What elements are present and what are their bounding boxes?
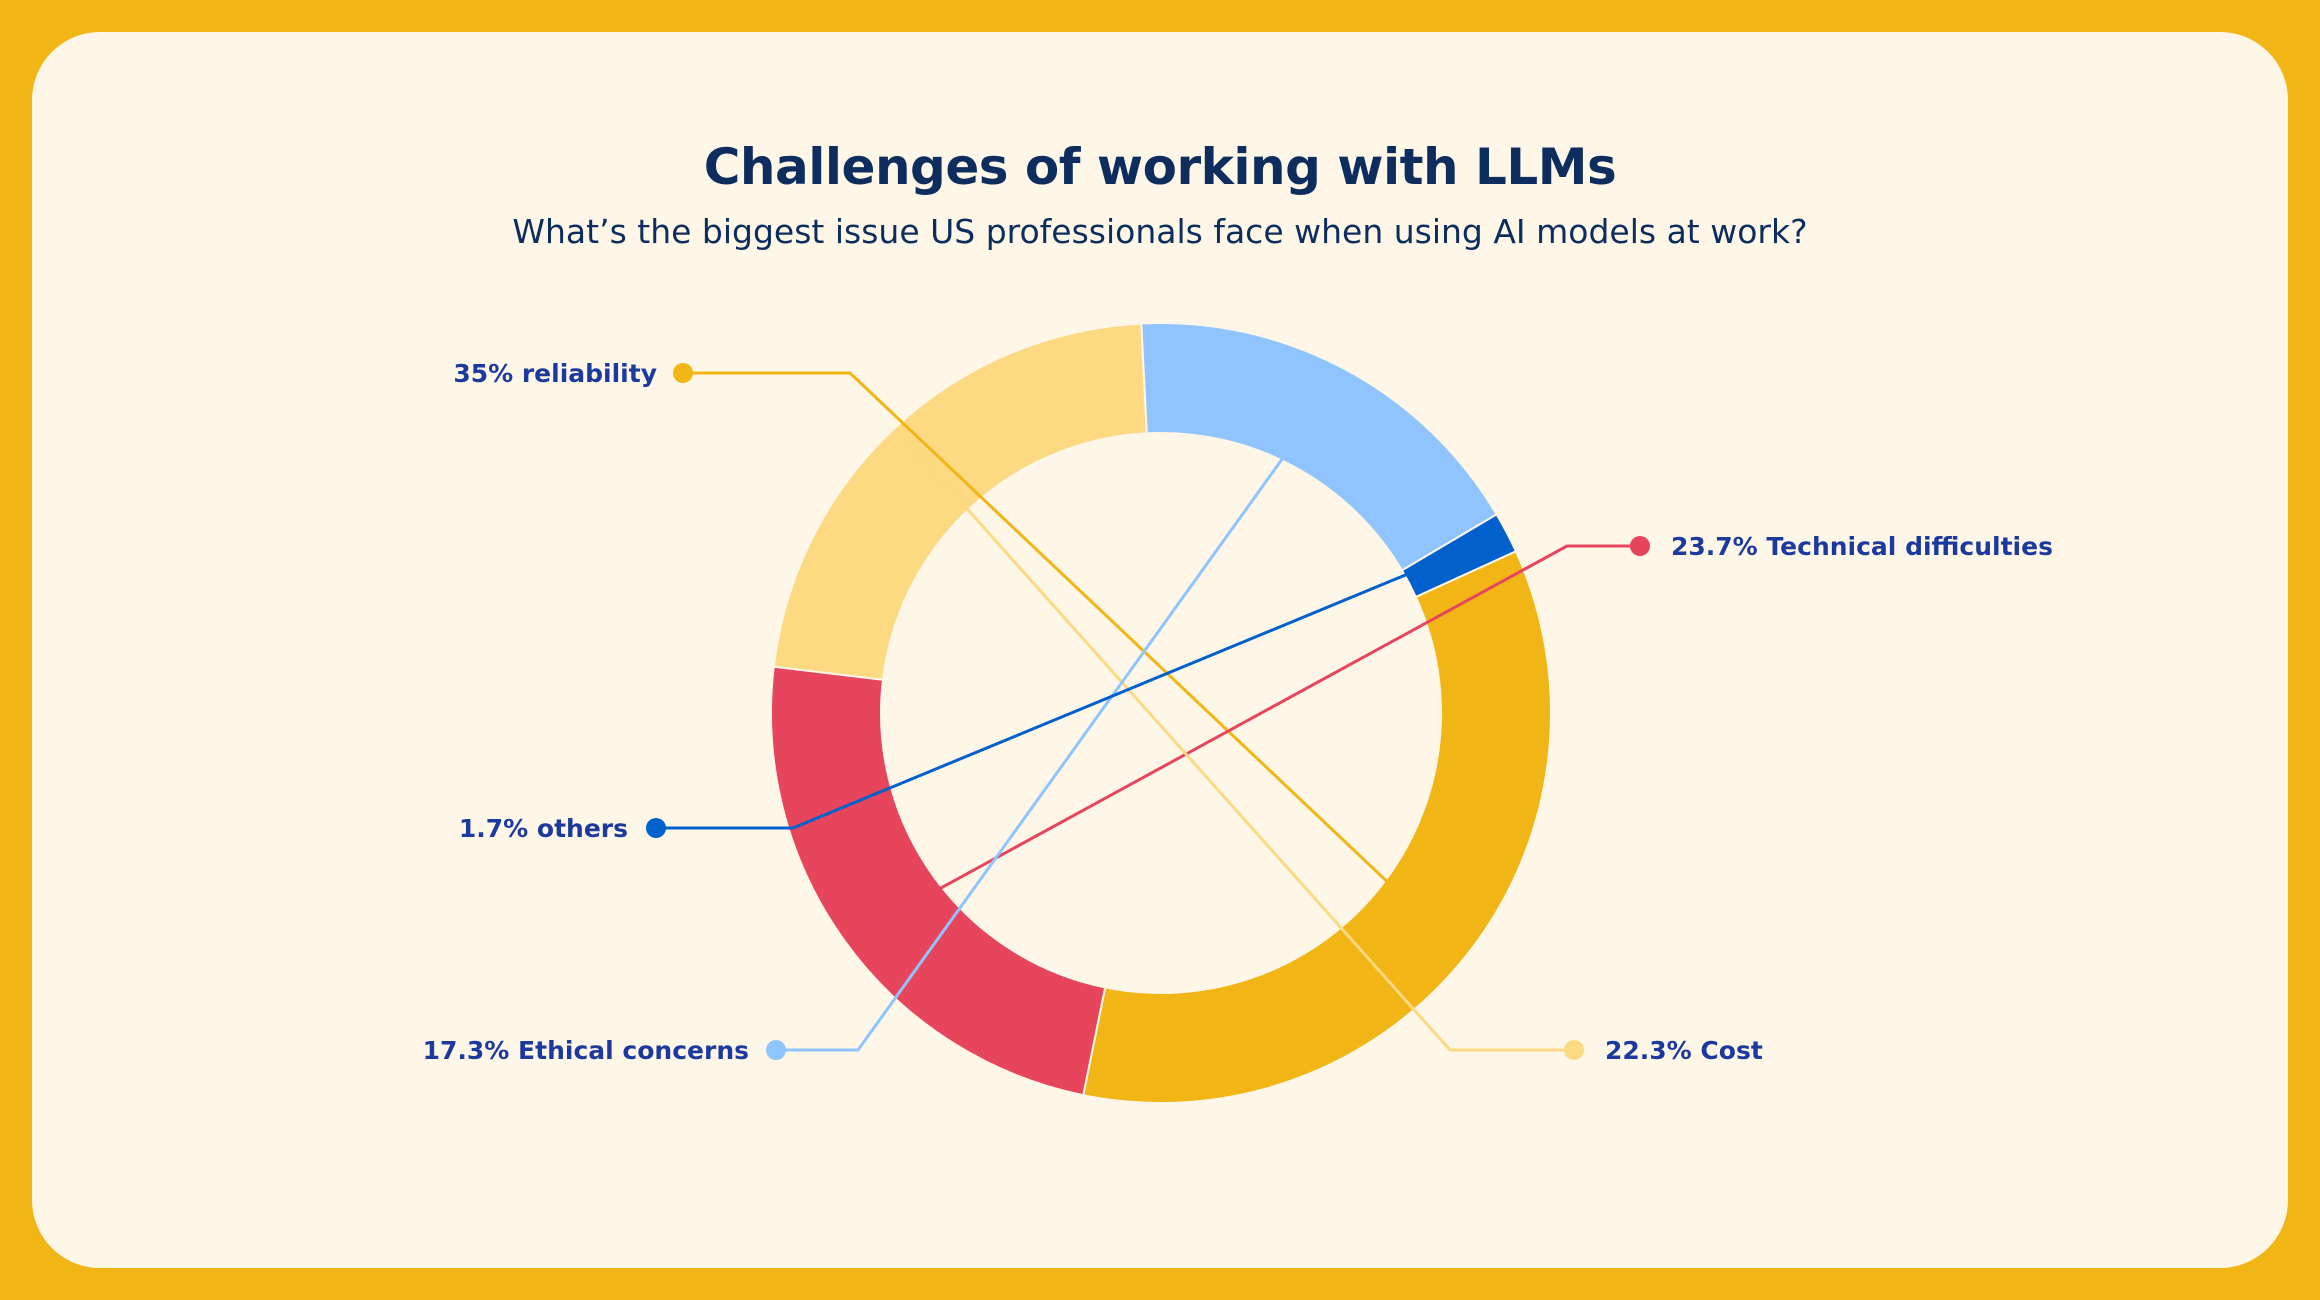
leader-line xyxy=(848,544,1640,940)
leader-line xyxy=(656,533,1502,830)
chart-subtitle: What’s the biggest issue US professional… xyxy=(512,212,1808,251)
leader-dot xyxy=(673,363,693,383)
leader-line xyxy=(683,371,1463,954)
donut-slice xyxy=(1140,322,1498,572)
leader-dot xyxy=(766,1040,786,1060)
slice-label: 35% reliability xyxy=(453,359,657,388)
slice-label: 23.7% Technical difficulties xyxy=(1671,532,2053,561)
chart-title: Challenges of working with LLMs xyxy=(703,138,1617,196)
donut-slice xyxy=(1082,549,1552,1104)
leader-dot xyxy=(1630,536,1650,556)
slice-label: 1.7% others xyxy=(459,814,628,843)
leader-dot xyxy=(1564,1040,1584,1060)
slice-label: 22.3% Cost xyxy=(1605,1036,1763,1065)
donut-slice xyxy=(1400,512,1518,599)
leader-line xyxy=(897,431,1574,1052)
leader-line xyxy=(776,373,1344,1052)
slice-label: 17.3% Ethical concerns xyxy=(423,1036,749,1065)
donut-slice xyxy=(770,665,1107,1097)
leader-dot xyxy=(646,818,666,838)
